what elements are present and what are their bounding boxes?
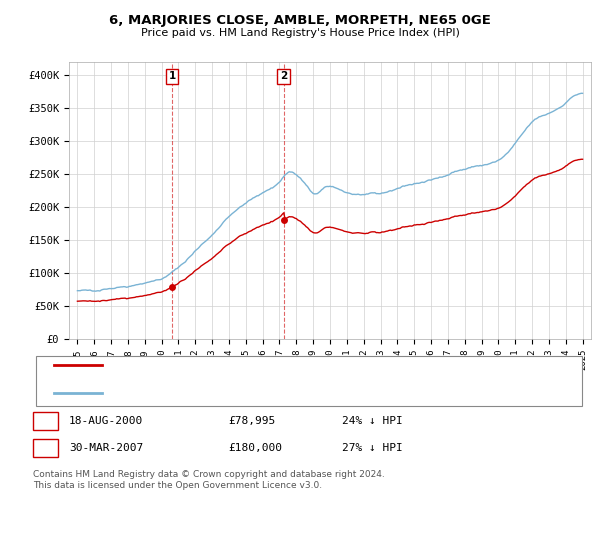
Text: 27% ↓ HPI: 27% ↓ HPI <box>342 443 403 453</box>
Text: 6, MARJORIES CLOSE, AMBLE, MORPETH, NE65 0GE: 6, MARJORIES CLOSE, AMBLE, MORPETH, NE65… <box>109 14 491 27</box>
Text: £78,995: £78,995 <box>228 416 275 426</box>
Text: Contains HM Land Registry data © Crown copyright and database right 2024.
This d: Contains HM Land Registry data © Crown c… <box>33 470 385 490</box>
Text: 6, MARJORIES CLOSE, AMBLE, MORPETH, NE65 0GE (detached house): 6, MARJORIES CLOSE, AMBLE, MORPETH, NE65… <box>111 360 469 370</box>
Text: 24% ↓ HPI: 24% ↓ HPI <box>342 416 403 426</box>
Text: 1: 1 <box>41 414 50 428</box>
Text: 2: 2 <box>41 441 50 455</box>
Text: £180,000: £180,000 <box>228 443 282 453</box>
Text: HPI: Average price, detached house, Northumberland: HPI: Average price, detached house, Nort… <box>111 388 405 398</box>
Text: Price paid vs. HM Land Registry's House Price Index (HPI): Price paid vs. HM Land Registry's House … <box>140 28 460 38</box>
Text: 1: 1 <box>169 71 176 81</box>
Text: 2: 2 <box>280 71 287 81</box>
Text: 30-MAR-2007: 30-MAR-2007 <box>69 443 143 453</box>
Text: 18-AUG-2000: 18-AUG-2000 <box>69 416 143 426</box>
